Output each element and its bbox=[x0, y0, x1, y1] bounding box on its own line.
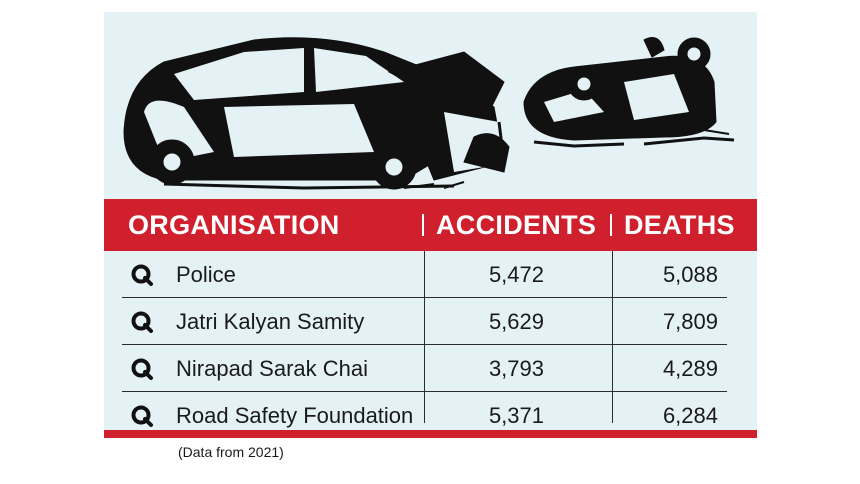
organisation-cell: Road Safety Foundation bbox=[176, 403, 414, 428]
header-organisation: ORGANISATION bbox=[128, 210, 340, 240]
table-header: ORGANISATION ACCIDENTS DEATHS bbox=[104, 199, 757, 251]
table-row: Nirapad Sarak Chai 3,793 4,289 bbox=[104, 345, 757, 392]
deaths-cell: 5,088 bbox=[662, 262, 718, 287]
header-deaths: DEATHS bbox=[624, 210, 735, 240]
source-note: (Data from 2021) bbox=[178, 444, 284, 460]
magnifier-icon bbox=[131, 405, 153, 427]
header-divider bbox=[610, 214, 612, 236]
accidents-cell: 5,371 bbox=[488, 403, 544, 428]
magnifier-icon bbox=[131, 311, 153, 333]
magnifier-icon bbox=[131, 358, 153, 380]
accidents-cell: 3,793 bbox=[488, 356, 544, 381]
column-divider bbox=[612, 251, 613, 423]
table-body: Police 5,472 5,088 Jatri Kalyan Samity 5… bbox=[104, 251, 757, 439]
crashed-cars-illustration bbox=[123, 37, 735, 190]
table-panel: ORGANISATION ACCIDENTS DEATHS Police 5,4… bbox=[104, 12, 757, 438]
table-row: Road Safety Foundation 5,371 6,284 bbox=[104, 392, 757, 439]
organisation-cell: Nirapad Sarak Chai bbox=[176, 356, 368, 381]
table-row: Jatri Kalyan Samity 5,629 7,809 bbox=[104, 298, 757, 345]
deaths-cell: 6,284 bbox=[662, 403, 718, 428]
header-accidents: ACCIDENTS bbox=[436, 210, 597, 240]
organisation-cell: Jatri Kalyan Samity bbox=[176, 309, 365, 334]
deaths-cell: 7,809 bbox=[662, 309, 718, 334]
bottom-bar bbox=[104, 430, 757, 438]
header-divider bbox=[422, 214, 424, 236]
accidents-cell: 5,472 bbox=[488, 262, 544, 287]
accidents-cell: 5,629 bbox=[488, 309, 544, 334]
deaths-cell: 4,289 bbox=[662, 356, 718, 381]
column-divider bbox=[424, 251, 425, 423]
table-row: Police 5,472 5,088 bbox=[104, 251, 757, 298]
organisation-cell: Police bbox=[176, 262, 236, 287]
magnifier-icon bbox=[131, 264, 153, 286]
